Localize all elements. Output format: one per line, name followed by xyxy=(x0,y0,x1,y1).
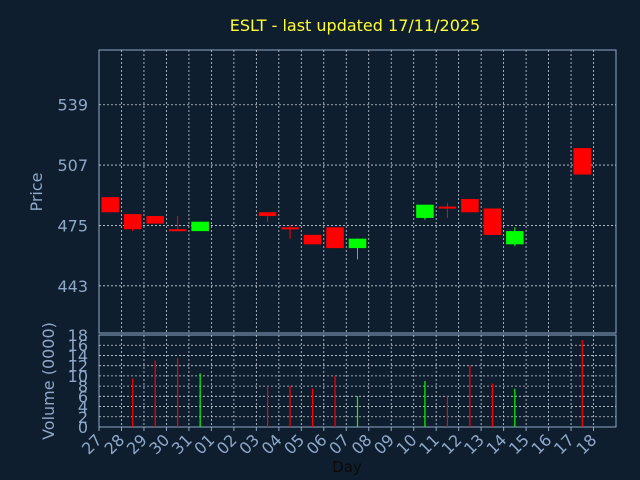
volume-tick-label: 12 xyxy=(68,357,88,376)
candle-body xyxy=(303,234,322,245)
candle-11 xyxy=(438,202,457,218)
price-tick-label: 443 xyxy=(57,277,88,296)
x-axis-label: Day xyxy=(332,458,362,476)
candle-30 xyxy=(168,216,187,232)
price-tick-label: 539 xyxy=(57,96,88,115)
volume-axis-label: Volume (0000) xyxy=(39,322,58,440)
price-tick-label: 475 xyxy=(57,216,88,235)
volume-tick-label: 16 xyxy=(68,336,88,355)
candle-03 xyxy=(258,212,277,222)
candle-07 xyxy=(348,238,367,260)
volume-tick-label: 4 xyxy=(78,398,88,417)
candle-29 xyxy=(146,216,164,224)
candle-body xyxy=(168,229,187,232)
candle-10 xyxy=(416,204,434,220)
x-tick-label: 18 xyxy=(573,430,601,458)
candle-17 xyxy=(573,148,592,175)
candle-27 xyxy=(101,197,120,213)
volume-tick-label: 10 xyxy=(68,367,88,386)
candle-body xyxy=(258,212,277,217)
volume-tick-label: 6 xyxy=(78,387,88,406)
volume-tick-label: 2 xyxy=(78,408,88,427)
candle-body xyxy=(101,197,120,213)
x-axis: 2728293031010203040506070809101112131415… xyxy=(78,427,600,458)
candle-13 xyxy=(483,208,502,235)
candle-body xyxy=(348,238,367,249)
candle-body xyxy=(123,214,142,230)
candle-body xyxy=(191,221,209,232)
candle-05 xyxy=(303,234,322,245)
candle-body xyxy=(483,208,502,235)
price-axis-label: Price xyxy=(27,172,46,211)
price-plot-frame xyxy=(98,49,617,334)
candle-04 xyxy=(281,225,299,239)
candle-body xyxy=(438,206,457,209)
candle-body xyxy=(416,204,434,218)
price-panel: 443 475 507 539 xyxy=(57,49,617,334)
candle-body xyxy=(573,148,592,175)
volume-tick-label: 8 xyxy=(78,377,88,396)
volume-tick-label: 14 xyxy=(68,346,88,365)
candle-body xyxy=(461,199,479,213)
candle-12 xyxy=(461,199,479,213)
volume-tick-label: 18 xyxy=(68,326,88,345)
chart-title: ESLT - last updated 17/11/2025 xyxy=(230,16,480,35)
candle-body xyxy=(146,216,164,224)
candle-06 xyxy=(326,227,344,249)
price-tick-label: 507 xyxy=(57,156,88,175)
candle-31 xyxy=(191,221,209,232)
candle-body xyxy=(326,227,344,249)
candle-14 xyxy=(506,227,524,247)
candle-body xyxy=(506,231,524,245)
candle-28 xyxy=(123,214,142,232)
candle-body xyxy=(281,227,299,230)
volume-tick-label: 0 xyxy=(78,418,88,437)
